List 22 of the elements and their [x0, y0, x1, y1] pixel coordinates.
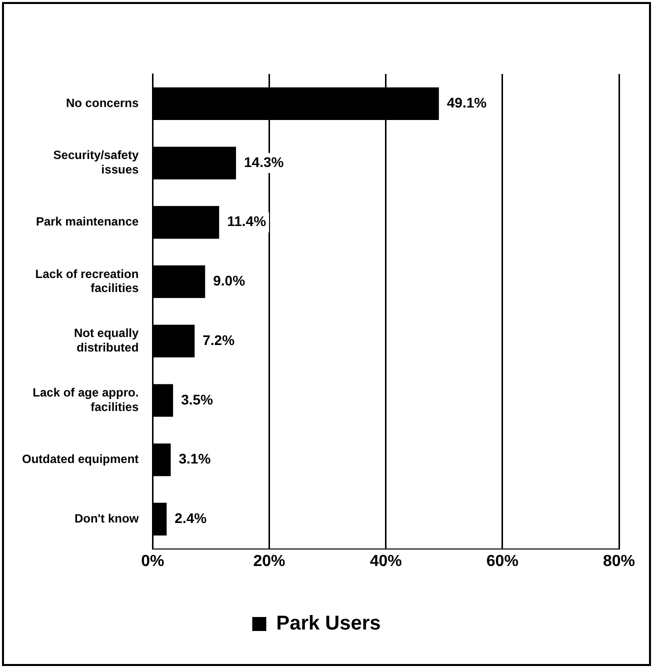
data-label: 2.4%: [174, 510, 208, 526]
x-tick-label: 40%: [370, 552, 402, 570]
x-tick-label: 0%: [141, 552, 164, 570]
y-tick-label: Lack of age appro. facilities: [32, 386, 139, 414]
x-tick-label: 20%: [253, 552, 286, 570]
data-label: 49.1%: [446, 94, 488, 111]
data-label: 14.3%: [244, 154, 284, 170]
y-tick-label: Don't know: [74, 511, 140, 526]
y-tick-label: No concerns: [66, 96, 139, 110]
legend-label: Park Users: [276, 612, 381, 635]
x-tick-label: 60%: [486, 552, 518, 570]
y-tick-label: Lack of recreation facilities: [35, 266, 139, 296]
data-label: 7.2%: [202, 332, 236, 348]
data-label: 9.0%: [213, 272, 246, 289]
data-label: 11.4%: [227, 213, 267, 230]
data-label: 3.5%: [181, 391, 214, 408]
x-tick-label: 80%: [602, 552, 636, 570]
y-tick-label: Outdated equipment: [22, 452, 139, 466]
y-tick-label: Security/safety issues: [53, 148, 139, 177]
data-label: 3.1%: [178, 450, 212, 467]
y-tick-label: Not equally distributed: [74, 326, 139, 355]
y-tick-label: Park maintenance: [36, 214, 139, 229]
